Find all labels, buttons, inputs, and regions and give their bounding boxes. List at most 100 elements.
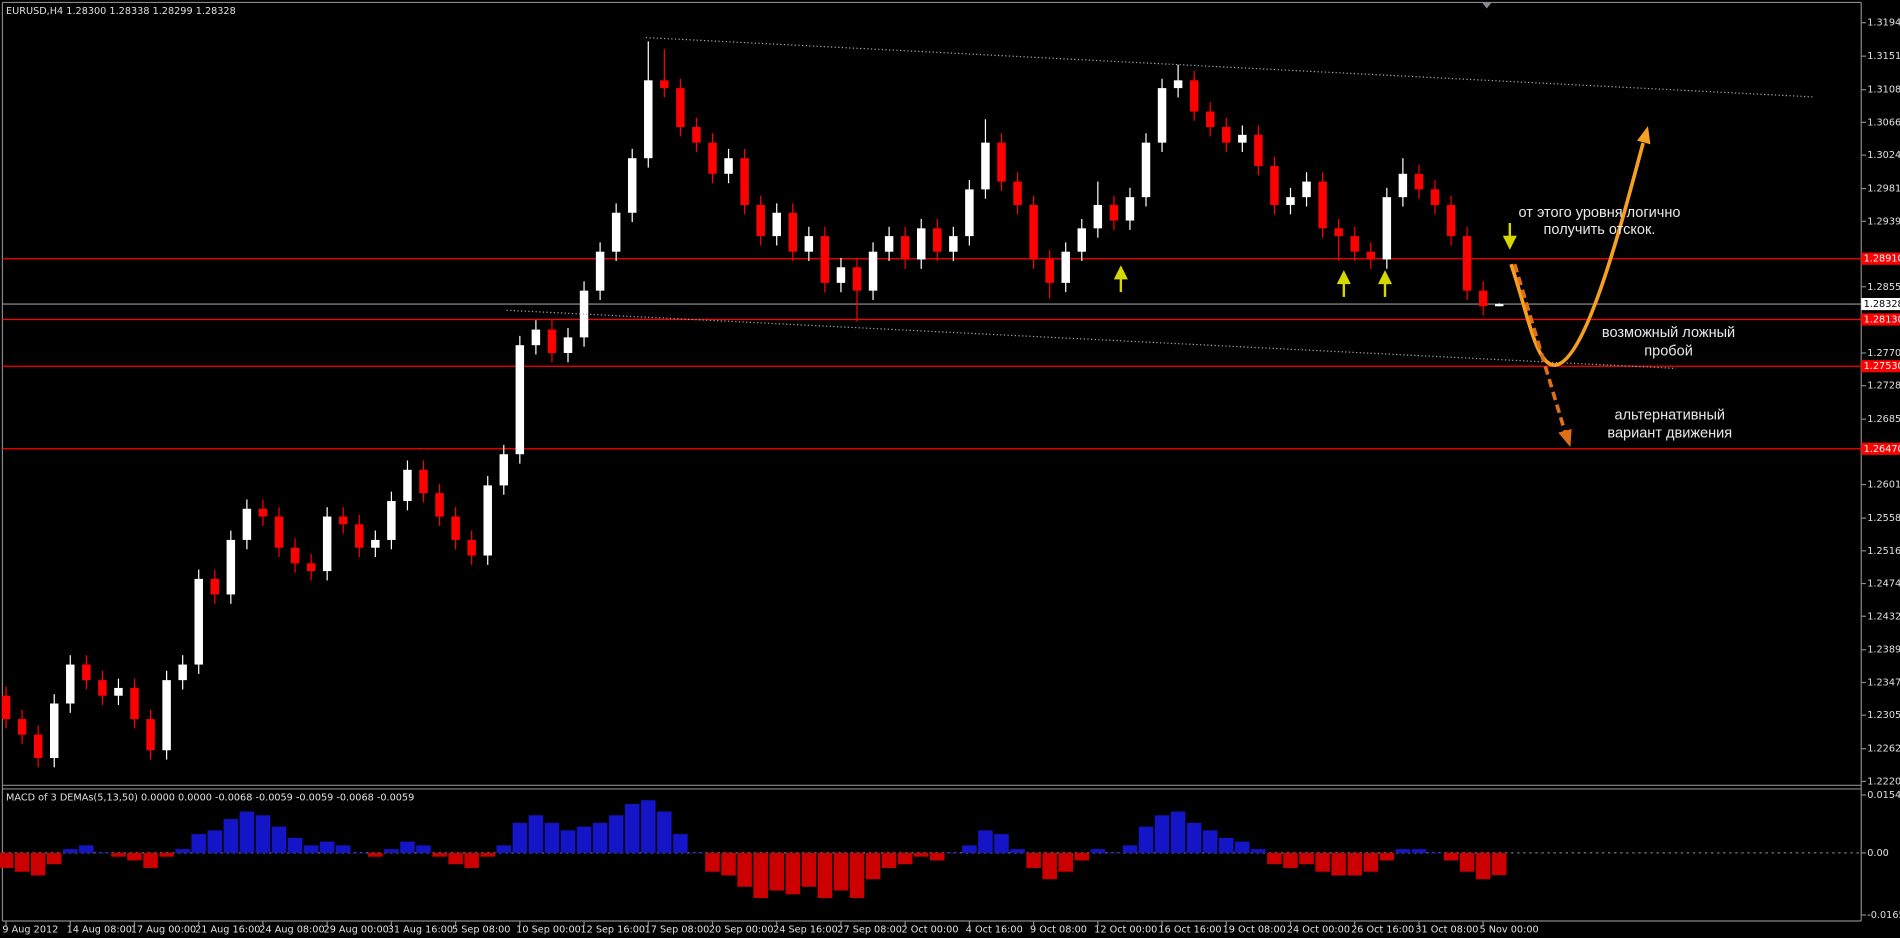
- candle-body: [1270, 166, 1279, 205]
- candle-body: [1061, 251, 1070, 283]
- histogram-bar: [127, 852, 142, 861]
- histogram-bar: [673, 834, 688, 853]
- candle-body: [82, 664, 91, 681]
- histogram-bar: [30, 852, 46, 876]
- candle-body: [387, 500, 396, 540]
- x-tick-label: 24 Oct 00:00: [1287, 925, 1350, 936]
- histogram-bar: [1331, 852, 1346, 876]
- histogram-bar: [833, 852, 849, 891]
- histogram-bar: [143, 852, 158, 868]
- histogram-bar: [46, 852, 62, 865]
- histogram-bar: [978, 830, 993, 853]
- up-arrow: [1377, 270, 1393, 285]
- histogram-bar: [737, 852, 752, 887]
- candle-body: [1205, 111, 1215, 128]
- candle-body: [162, 680, 171, 751]
- histogram-bar: [721, 852, 736, 876]
- histogram-bar: [480, 852, 495, 857]
- histogram-bar: [335, 845, 351, 853]
- candle-body: [547, 329, 557, 353]
- histogram-bar: [95, 852, 110, 854]
- candle-body: [49, 703, 59, 759]
- price-label: 1.28328: [1864, 299, 1900, 310]
- y-tick-label: 1.26850: [1867, 414, 1900, 425]
- candle-body: [1366, 251, 1376, 260]
- histogram-bar: [849, 852, 865, 899]
- x-tick-label: 9 Oct 08:00: [1030, 925, 1087, 936]
- x-tick-label: 31 Aug 16:00: [388, 925, 453, 936]
- level-label: 1.28130: [1864, 314, 1900, 325]
- histogram-bar: [384, 849, 399, 853]
- x-tick-label: 31 Oct 08:00: [1415, 925, 1478, 936]
- candle-body: [33, 734, 43, 759]
- histogram-bar: [0, 852, 14, 868]
- histogram-bar: [175, 849, 190, 853]
- candle-body: [1382, 197, 1392, 260]
- x-tick-label: 4 Oct 16:00: [966, 925, 1023, 936]
- candle-body: [804, 236, 814, 252]
- histogram-bar: [368, 852, 383, 857]
- histogram-bar: [1267, 852, 1282, 865]
- x-tick-label: 10 Sep 00:00: [516, 925, 581, 936]
- candle-body: [1430, 189, 1440, 205]
- x-tick-label: 14 Aug 08:00: [67, 925, 132, 936]
- candle-body: [1238, 134, 1247, 143]
- histogram-bar: [1122, 845, 1138, 853]
- y-tick-label: 1.22620: [1867, 744, 1900, 755]
- price-label-box: [1861, 297, 1900, 311]
- candle-body: [1334, 228, 1343, 237]
- candle-body: [1318, 181, 1327, 229]
- y-tick-label: 1.28550: [1867, 282, 1900, 293]
- y-tick-label: 0.00: [1867, 848, 1889, 859]
- level-label-box: [1861, 313, 1900, 326]
- candle-body: [997, 142, 1006, 182]
- level-label: 1.27530: [1864, 361, 1900, 372]
- histogram-bar: [464, 852, 479, 868]
- candle-body: [1125, 197, 1135, 221]
- histogram-bar: [1475, 852, 1491, 880]
- histogram-bar: [1058, 852, 1073, 872]
- trend-line: [645, 36, 1814, 98]
- histogram-bar: [769, 852, 784, 891]
- level-label: 1.26470: [1864, 444, 1900, 455]
- candle-body: [1222, 127, 1231, 143]
- histogram-bar: [14, 852, 30, 872]
- indicator-title: MACD of 3 DEMAs(5,13,50) 0.0000 0.0000 -…: [6, 792, 414, 803]
- histogram-bar: [753, 852, 768, 899]
- candle-body: [194, 578, 203, 665]
- annotation: пробой: [1644, 343, 1693, 359]
- x-tick-label: 17 Sep 08:00: [645, 925, 710, 936]
- candle-body: [274, 516, 284, 548]
- candle-body: [852, 267, 862, 291]
- histogram-bar: [1026, 852, 1041, 868]
- trend-line: [506, 309, 1676, 370]
- candle-body: [563, 337, 573, 353]
- histogram-bar: [1010, 849, 1025, 853]
- level-label-box: [1861, 252, 1900, 265]
- candle-body: [178, 664, 187, 681]
- histogram-bar: [560, 830, 576, 853]
- plot: 1.31940 1.31510 1.31080 1.30660 1.30240 1.298…: [0, 18, 1900, 936]
- candle-body: [1077, 228, 1087, 252]
- histogram-bar: [1219, 837, 1234, 853]
- histogram-bar: [865, 852, 881, 880]
- candle-body: [1350, 236, 1359, 252]
- histogram-bar: [207, 830, 223, 853]
- histogram-bar: [897, 852, 913, 865]
- y-tick-label: 1.25160: [1867, 546, 1900, 557]
- histogram-bar: [1090, 849, 1106, 853]
- histogram-bar: [801, 852, 817, 887]
- histogram-bar: [159, 852, 174, 857]
- y-tick-label: 1.29390: [1867, 216, 1900, 227]
- histogram-bar: [528, 815, 544, 853]
- x-tick-label: 24 Sep 16:00: [773, 925, 838, 936]
- candle-body: [515, 345, 525, 455]
- candle-body: [306, 563, 316, 572]
- histogram-bar: [881, 852, 897, 868]
- y-tick-label: 1.25580: [1867, 513, 1900, 524]
- candle-body: [579, 290, 589, 338]
- x-tick-label: 2 Oct 00:00: [902, 925, 959, 936]
- candle-body: [1462, 236, 1472, 291]
